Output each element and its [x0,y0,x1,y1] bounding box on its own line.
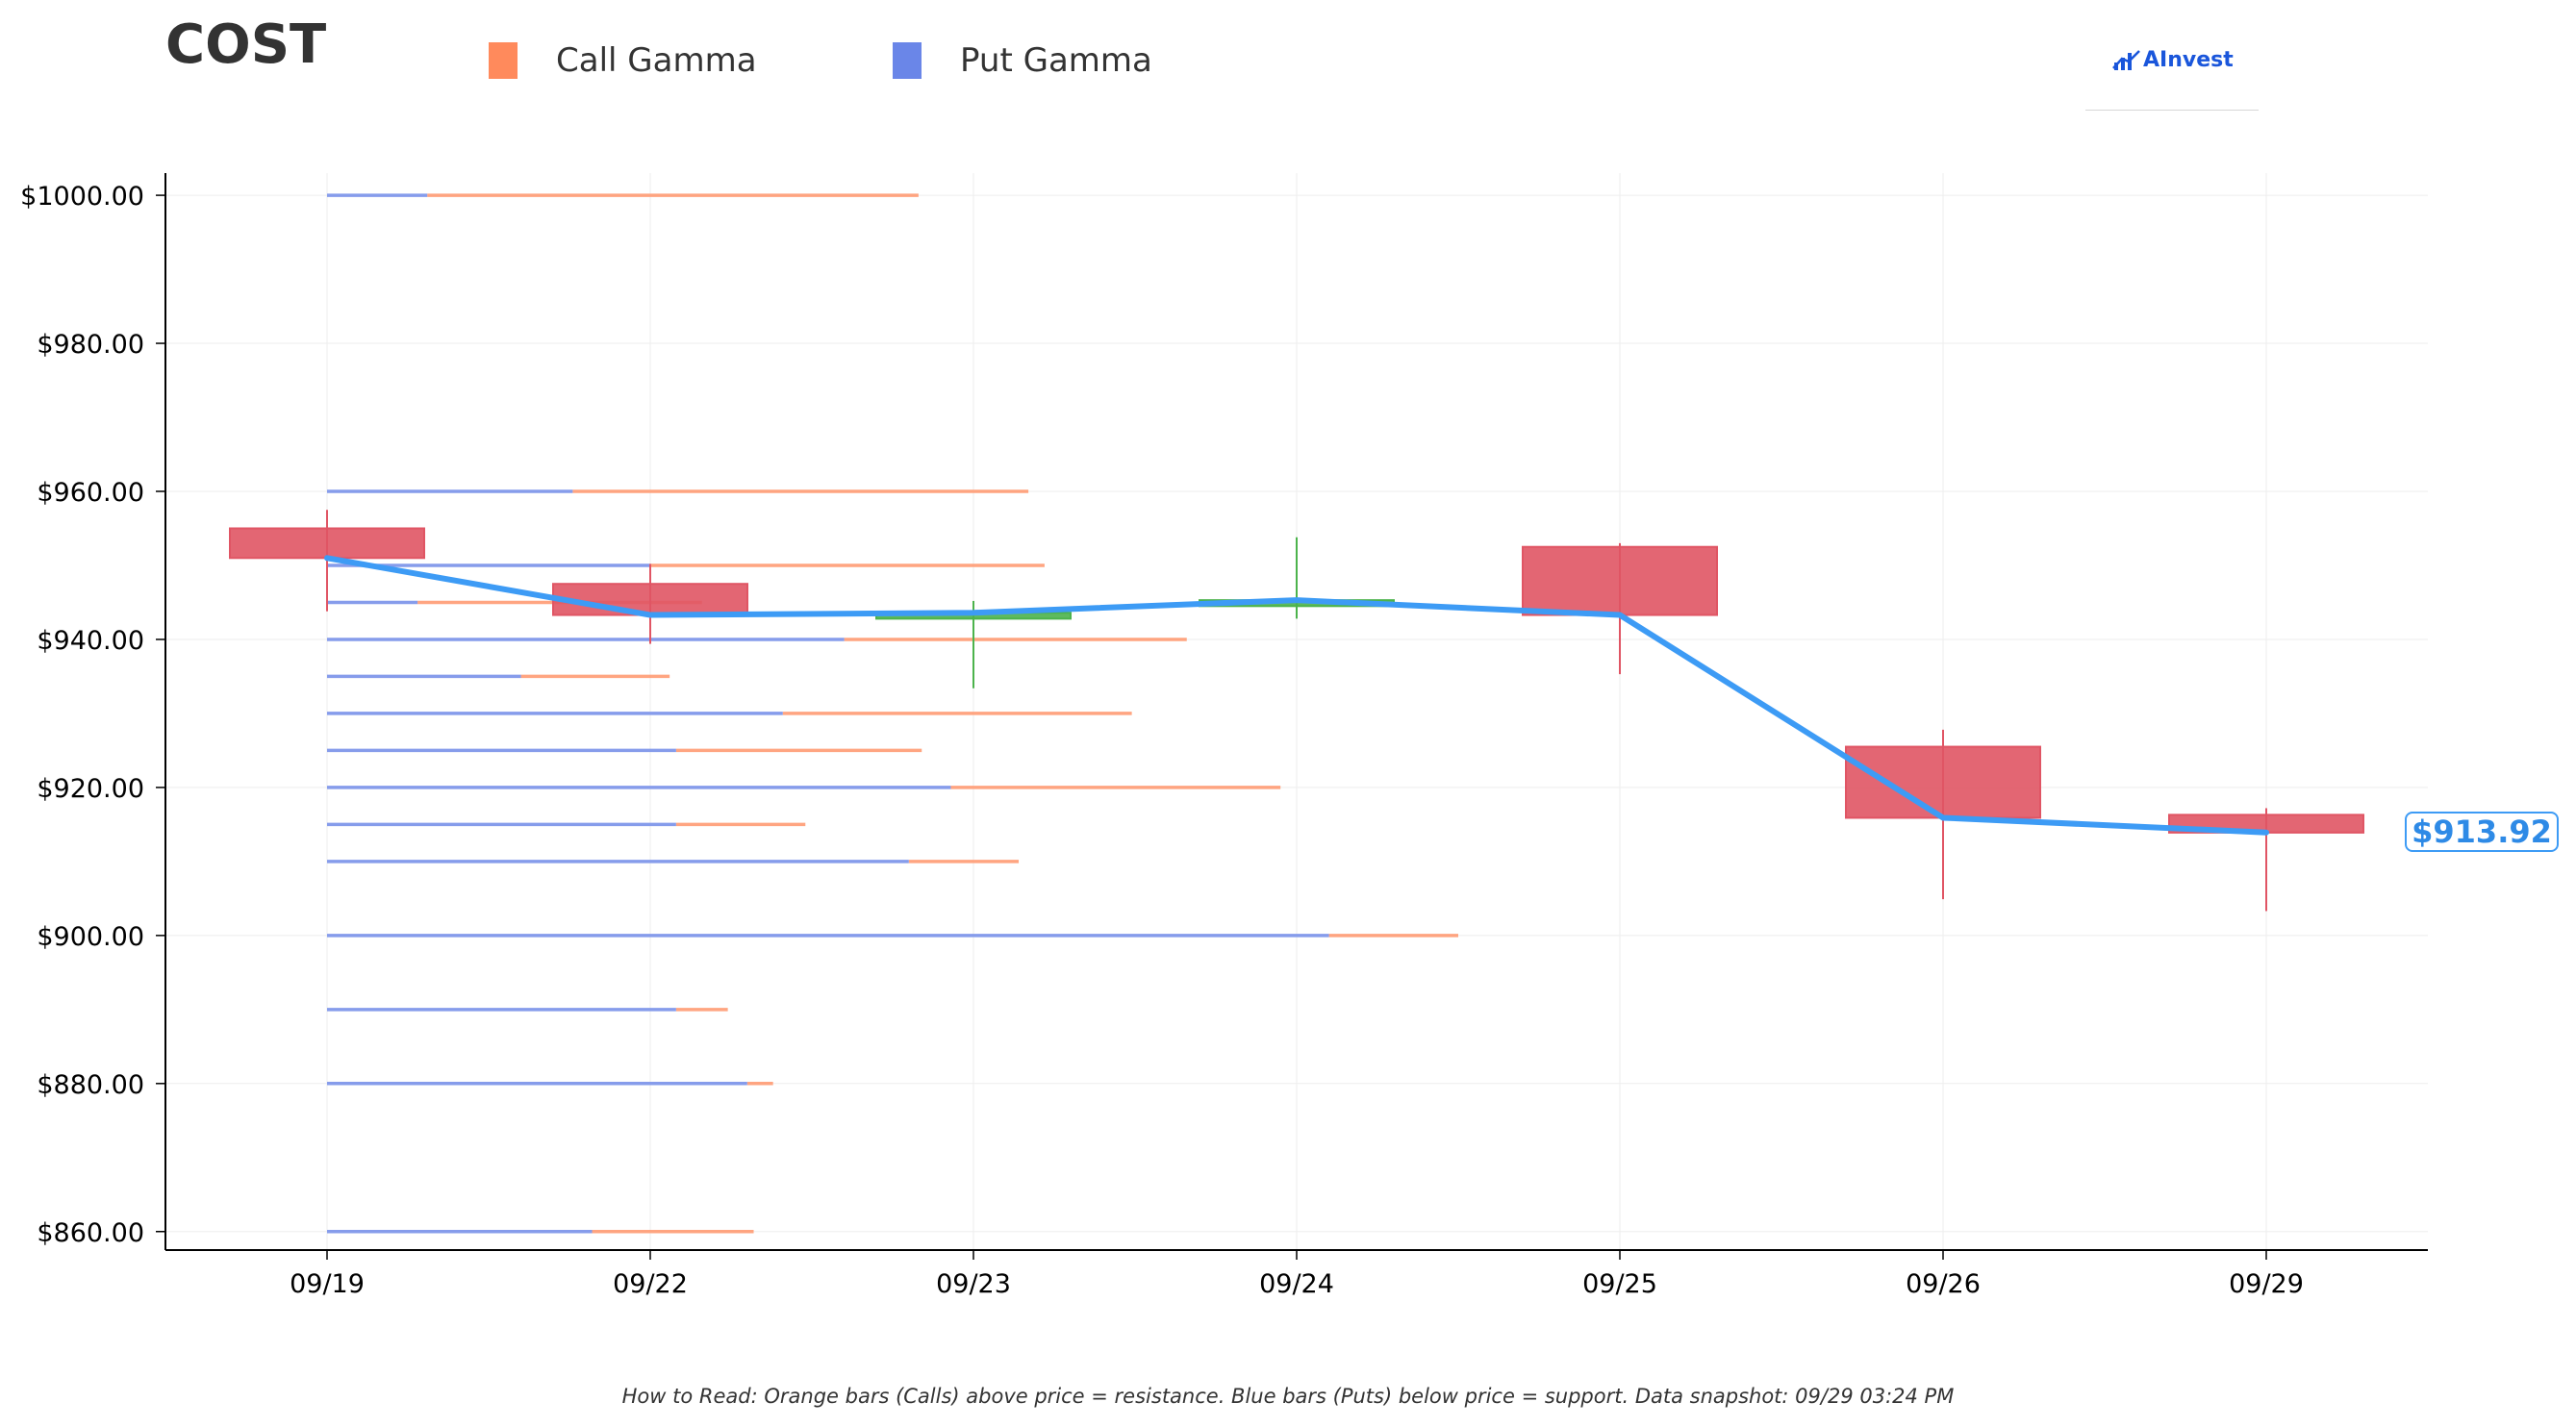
y-tick-label: $860.00 [37,1218,144,1248]
x-tick-label: 09/23 [936,1269,1011,1299]
candle-body [1845,745,2041,819]
price-line [324,555,2269,836]
y-tick-label: $940.00 [37,626,144,656]
candle-body [229,527,425,560]
legend-swatch-call [489,42,518,79]
x-tick-label: 09/29 [2229,1269,2304,1299]
logo-divider [2085,110,2259,111]
tick-labels: $1000.00 $980.00 $960.00 $940.00 $920.00 $900… [20,182,2304,1299]
current-price-tag: $913.92 [2405,812,2559,852]
candle-body [552,583,748,616]
legend-item-call: Call Gamma [489,37,757,85]
y-tick-label: $960.00 [37,478,144,508]
y-tick-label: $980.00 [37,330,144,360]
legend-item-put: Put Gamma [893,37,1152,85]
logo-text: AInvest [2143,48,2234,72]
x-tick-label: 09/25 [1582,1269,1657,1299]
footnote: How to Read: Orange bars (Calls) above p… [621,1385,1955,1408]
x-tick-label: 09/22 [613,1269,688,1299]
y-tick-label: $1000.00 [20,182,144,212]
legend-swatch-put [893,42,922,79]
x-tick-label: 09/24 [1259,1269,1334,1299]
y-tick-label: $900.00 [37,922,144,952]
legend-label-call: Call Gamma [556,41,757,80]
price-line-layer [324,555,2269,836]
brand-logo: AInvest [2112,48,2234,72]
y-tick-label: $880.00 [37,1070,144,1100]
y-tick-label: $920.00 [37,774,144,804]
axes [156,173,2428,1260]
x-tick-label: 09/26 [1906,1269,1981,1299]
logo-chart-icon [2112,49,2140,70]
grid-lines [165,173,2428,1250]
ticker-title: COST [165,13,327,76]
candle-body [1522,545,1718,616]
legend-label-put: Put Gamma [960,41,1152,80]
x-tick-label: 09/19 [290,1269,365,1299]
gamma-bars [327,193,1458,1234]
